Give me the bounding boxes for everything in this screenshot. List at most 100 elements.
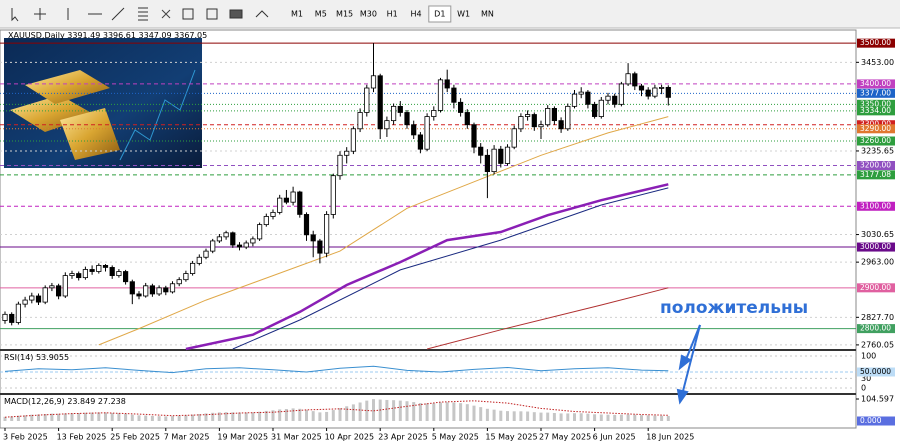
macd-bar [30, 414, 34, 422]
timeframe-button[interactable]: MN [481, 10, 494, 19]
x-tick-label: 19 Mar 2025 [217, 433, 268, 442]
timeframe-button[interactable]: W1 [457, 10, 470, 19]
candle-body [424, 116, 430, 150]
trendline-icon[interactable] [111, 7, 125, 21]
candle-body [223, 232, 229, 238]
macd-bar [398, 400, 402, 422]
timeframe-button[interactable]: D1 [434, 10, 445, 19]
candle-body [504, 146, 511, 164]
symbol: XAUUSD,Daily [8, 31, 65, 40]
candle-body [196, 256, 202, 264]
close-value: 3367.05 [174, 31, 207, 40]
candle-body [625, 73, 631, 85]
level-label-box [857, 99, 895, 109]
macd-bar [432, 403, 436, 422]
level-label: 2900.00 [860, 283, 891, 292]
level-label: 3200.00 [860, 160, 891, 169]
timeframe-button[interactable]: M1 [291, 10, 303, 19]
macd-bar [526, 411, 530, 422]
macd-bar [318, 412, 322, 422]
macd-bar [626, 414, 630, 422]
candle-body [444, 79, 450, 89]
candle-body [210, 240, 216, 252]
candle-body [551, 108, 558, 122]
macd-bar [298, 408, 302, 422]
candle-body [665, 87, 671, 98]
label-icon[interactable] [182, 8, 194, 20]
candle-body [236, 244, 243, 248]
macd-bar [559, 413, 563, 422]
fibo-icon[interactable] [138, 7, 148, 21]
image-bar [10, 95, 95, 132]
candle-body [344, 150, 350, 156]
level-label-box [857, 88, 895, 98]
candle-body [56, 285, 62, 297]
macd-bar [452, 402, 456, 422]
candle-body [558, 120, 564, 130]
candle-body [518, 116, 524, 130]
candle-body [123, 271, 129, 283]
macd-bar [16, 415, 20, 422]
macd-bar [150, 415, 154, 422]
signal-value: 27.238 [98, 397, 126, 406]
macd-bar [640, 415, 643, 422]
timeframe-button[interactable]: M30 [360, 10, 377, 19]
timeframe-button[interactable]: M5 [315, 10, 327, 19]
cursor-icon[interactable] [11, 8, 19, 22]
shape-icon[interactable] [229, 9, 243, 19]
macd-bar [311, 411, 315, 422]
macd-bar [606, 414, 610, 422]
timeframe-button[interactable]: H1 [387, 10, 398, 19]
candle-body [310, 234, 316, 242]
macd-bar [552, 413, 556, 422]
arrow-icon[interactable] [255, 10, 269, 18]
macd-bar [338, 408, 342, 422]
macd-bar [325, 411, 329, 422]
macd-bar [124, 413, 128, 422]
candle-body [538, 124, 544, 128]
candle-body [565, 105, 571, 130]
level-label: 3260.00 [860, 136, 891, 145]
x-tick-label: 3 Feb 2025 [3, 433, 48, 442]
arrow-line [681, 324, 701, 396]
macd-bar [197, 414, 201, 422]
rect-icon[interactable] [206, 8, 218, 20]
moving-average [426, 287, 669, 350]
macd-bar [43, 414, 47, 422]
text-icon[interactable] [161, 9, 171, 19]
macd-bar [284, 409, 288, 422]
candle-body [364, 87, 370, 113]
candle-body [471, 124, 477, 148]
open-value: 3391.49 [67, 31, 100, 40]
rsi-value: 53.9055 [36, 353, 69, 362]
candle-body [431, 110, 437, 117]
candle-body [143, 285, 149, 297]
candle-body [76, 273, 82, 279]
macd-bar [633, 414, 637, 422]
macd-bar [231, 412, 235, 422]
candle-body [250, 238, 256, 244]
level-label: 3400.00 [860, 79, 891, 88]
macd-bar [224, 412, 228, 422]
candle-body [638, 85, 645, 91]
macd-bar [331, 410, 335, 422]
timeframe-button[interactable]: H4 [410, 10, 421, 19]
macd-bar [660, 415, 664, 422]
candle-body [659, 87, 665, 89]
y-tick-label: 3453.00 [861, 58, 894, 67]
annotation-arrows [676, 324, 701, 405]
level-label: 3300.00 [860, 120, 891, 129]
candle-body [22, 299, 28, 305]
y-tick-label: 2963.00 [861, 258, 894, 267]
level-label: 3177.08 [860, 170, 891, 179]
candle-body [618, 83, 625, 105]
candle-body [390, 105, 397, 122]
macd-bar [405, 401, 409, 422]
macd-bar [238, 412, 241, 422]
candle-body [337, 154, 343, 177]
candle-body [183, 273, 189, 281]
timeframe-button[interactable]: M15 [336, 10, 353, 19]
macd-bar [646, 415, 650, 422]
crosshair-icon[interactable] [34, 8, 46, 20]
